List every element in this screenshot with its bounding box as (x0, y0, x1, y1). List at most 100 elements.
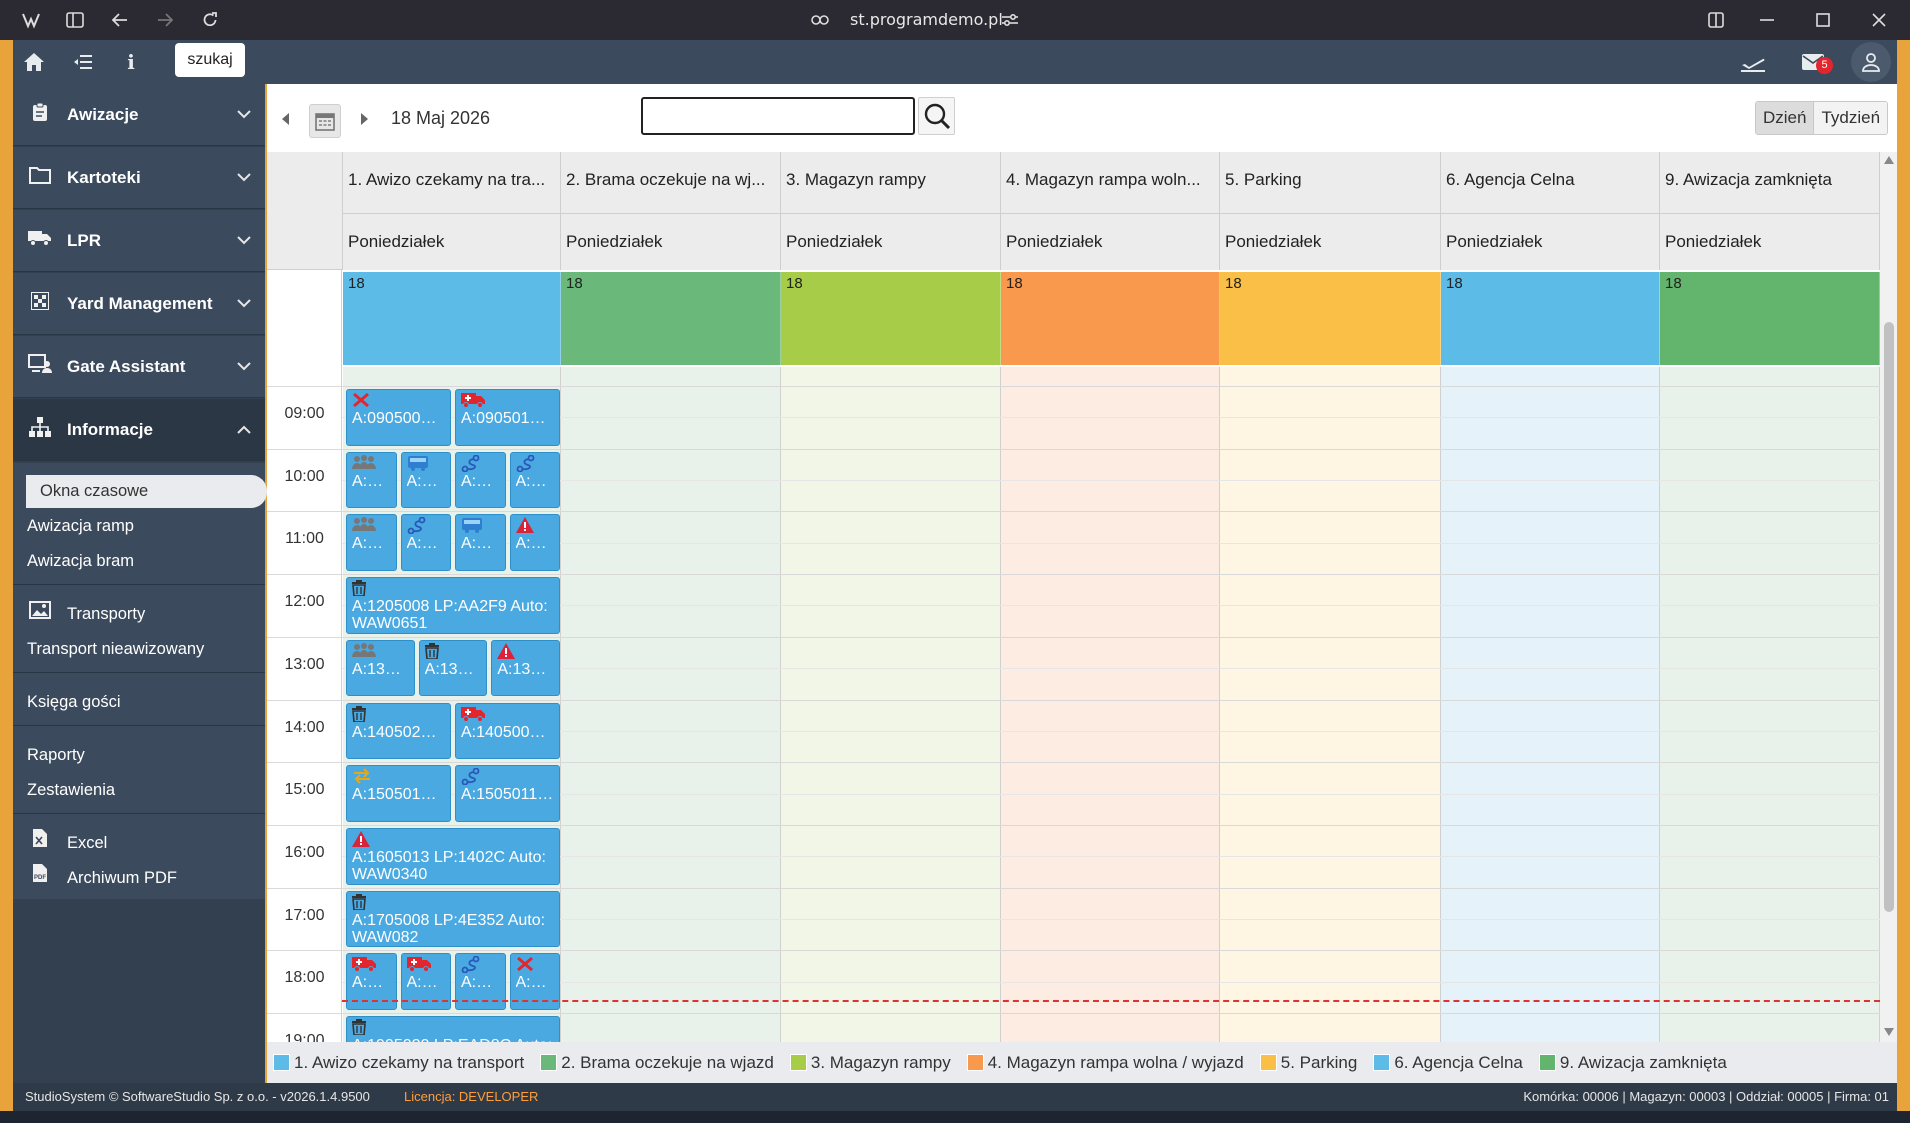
column-date-cell[interactable]: 18 (1660, 272, 1880, 365)
calendar-event[interactable]: A:1405005 LP:E4777 (455, 702, 560, 760)
calendar-event[interactable]: A:0905005 LP:3723C (346, 389, 451, 446)
menu-collapse-icon[interactable] (69, 48, 97, 76)
column-date-cell[interactable]: 18 (561, 272, 781, 365)
search-button[interactable] (918, 97, 955, 135)
column-header[interactable]: 2. Brama oczekuje na wj... (561, 152, 781, 214)
split-view-icon[interactable] (1704, 8, 1728, 32)
view-week-button[interactable]: Tydzień (1814, 102, 1888, 134)
copyright-text: StudioSystem © SoftwareStudio Sp. z o.o.… (25, 1089, 370, 1104)
calendar-event[interactable]: A:1... LP: (509, 451, 560, 509)
sidebar-item-yard-management[interactable]: Yard Management (13, 273, 265, 335)
status-bar: StudioSystem © SoftwareStudio Sp. z o.o.… (13, 1083, 1897, 1111)
submenu-awizacja-bram[interactable]: Awizacja bram (27, 552, 134, 570)
submenu-raporty[interactable]: Raporty (27, 746, 85, 764)
ambulance-icon (352, 956, 391, 974)
close-icon[interactable] (1867, 8, 1891, 32)
column-date-cell[interactable]: 18 (781, 272, 1001, 365)
hour-gridline (342, 824, 1880, 826)
calendar-event[interactable]: A:1505019 LP:547F2 (346, 765, 451, 822)
prev-day-button[interactable] (277, 112, 295, 136)
calendar-event[interactable]: A:1505011 LP:57593 (455, 765, 560, 822)
event-label: A:1705008 LP:4E352 Auto: WAW082 (352, 911, 546, 946)
next-day-button[interactable] (355, 112, 373, 136)
submenu-transporty-label: Transporty (67, 605, 146, 623)
legend-swatch (966, 1054, 984, 1071)
maximize-icon[interactable] (1811, 8, 1835, 32)
calendar-event[interactable]: A:1705008 LP:4E352 Auto: WAW082 (346, 890, 560, 948)
half-hour-gridline (342, 605, 1880, 607)
calendar-event[interactable]: A:11... LP: (400, 514, 451, 572)
sidebar-item-gate-assistant[interactable]: Gate Assistant (13, 336, 265, 398)
sidebar-item-awizacje[interactable]: Awizacje (13, 84, 265, 146)
calendar-event[interactable]: A:1... LP: (346, 451, 397, 509)
route-icon (516, 454, 555, 473)
calendar-event[interactable]: A:1605013 LP:1402C Auto: WAW0340 (346, 827, 560, 885)
column-body[interactable] (1441, 367, 1660, 1042)
submenu-transport-nieawizowany[interactable]: Transport nieawizowany (27, 640, 205, 658)
column-header[interactable]: 5. Parking (1220, 152, 1441, 214)
calendar-event[interactable]: A:1205008 LP:AA2F9 Auto: WAW0651 (346, 577, 560, 634)
calendar-event[interactable]: A:1905020 LP:EAD8C Auto: WAW0700 (346, 1016, 560, 1042)
column-header[interactable]: 4. Magazyn rampa woln... (1001, 152, 1220, 214)
column-header[interactable]: 6. Agencja Celna (1441, 152, 1660, 214)
minimize-icon[interactable] (1755, 8, 1779, 32)
forward-icon[interactable] (153, 8, 177, 32)
column-body[interactable] (781, 367, 1001, 1042)
flight-departure-icon[interactable] (1739, 48, 1767, 76)
grid-scrollbar[interactable] (1880, 152, 1897, 1042)
event-label: A:1205008 LP:AA2F9 Auto: WAW0651 (352, 598, 548, 633)
calendar-picker-button[interactable] (309, 104, 341, 138)
event-label: A:0905014 LP:24520 (461, 410, 554, 427)
view-day-button[interactable]: Dzień (1756, 102, 1815, 134)
search-tooltip: szukaj (175, 43, 245, 77)
column-body[interactable] (1001, 367, 1220, 1042)
column-date-cell[interactable]: 18 (1441, 272, 1660, 365)
submenu-excel[interactable]: Excel (27, 828, 107, 858)
calendar-event[interactable]: A:130... LP:6C (491, 639, 560, 697)
column-body[interactable] (561, 367, 781, 1042)
calendar-search-input[interactable] (641, 97, 915, 135)
calendar-event[interactable]: A:130... LP:CF (418, 639, 488, 697)
column-header[interactable]: 9. Awizacja zamknięta (1660, 152, 1880, 214)
site-settings-icon[interactable] (998, 8, 1022, 32)
column-header[interactable]: 1. Awizo czekamy na tra... (343, 152, 561, 214)
submenu-zestawienia[interactable]: Zestawienia (27, 781, 116, 799)
column-date-cell[interactable]: 18 (1001, 272, 1220, 365)
submenu-archiwum-pdf[interactable]: PDF Archiwum PDF (27, 863, 177, 893)
calendar-event[interactable]: A:1... LP: (400, 451, 451, 509)
home-icon[interactable] (20, 48, 48, 76)
scrollbar-thumb[interactable] (1884, 322, 1894, 912)
ambulance-icon (461, 392, 554, 410)
sidebar-item-lpr[interactable]: LPR (13, 210, 265, 272)
time-label: 14:00 (284, 718, 325, 736)
sidebar-item-kartoteki[interactable]: Kartoteki (13, 147, 265, 209)
sidebar-item-informacje[interactable]: Informacje (13, 399, 265, 461)
column-body[interactable] (1220, 367, 1441, 1042)
address-bar[interactable]: st.programdemo.pl (850, 10, 1003, 29)
calendar-event[interactable]: A:11... LP: (346, 514, 397, 572)
submenu-awizacja-ramp[interactable]: Awizacja ramp (27, 517, 134, 535)
column-date-cell[interactable]: 18 (343, 272, 561, 365)
submenu-okna-czasowe[interactable]: Okna czasowe (26, 475, 267, 508)
user-avatar-icon[interactable] (1851, 42, 1891, 82)
back-icon[interactable] (108, 8, 132, 32)
app-logo-icon[interactable] (19, 8, 43, 32)
sidebar-toggle-icon[interactable] (63, 8, 87, 32)
route-icon (461, 767, 554, 786)
column-date-cell[interactable]: 18 (1220, 272, 1441, 365)
column-header[interactable]: 3. Magazyn rampy (781, 152, 1001, 214)
reload-icon[interactable] (198, 8, 222, 32)
legend-label: 2. Brama oczekuje na wjazd (561, 1052, 774, 1072)
calendar-event[interactable]: A:11... LP: (455, 514, 506, 572)
calendar-event[interactable]: A:1... LP: (455, 451, 506, 509)
calendar-event[interactable]: A:1405021 LP:5B5B1 (346, 702, 451, 760)
calendar-event[interactable]: A:11... LP: (509, 514, 560, 572)
calendar-event[interactable]: A:0905014 LP:24520 (455, 389, 560, 446)
info-icon[interactable]: i (127, 50, 135, 74)
submenu-transporty[interactable]: Transporty (27, 599, 145, 629)
column-body[interactable] (1660, 367, 1880, 1042)
calendar-event[interactable]: A:130... LP:CR (346, 639, 415, 697)
submenu-ksiega-gosci[interactable]: Księga gości (27, 693, 121, 711)
event-label: A:1... LP: (352, 472, 391, 490)
folder-icon (27, 166, 53, 190)
